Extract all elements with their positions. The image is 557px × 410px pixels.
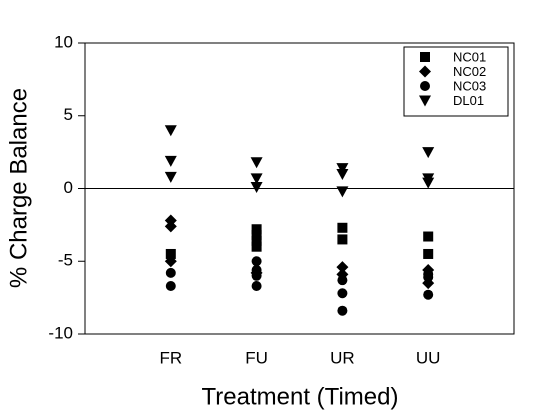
point [251,280,262,291]
legend-label: NC02 [453,64,486,79]
point [336,163,349,175]
point [250,173,263,185]
point [337,234,348,245]
legend-marker [419,65,431,78]
y-tick-label: 5 [64,105,73,124]
point [165,267,176,278]
point [336,261,349,274]
legend-label: DL01 [453,93,484,108]
point [423,289,434,300]
point [164,155,177,167]
point [165,248,176,259]
point [164,220,177,233]
point [336,168,349,180]
point [250,182,263,194]
point [422,147,435,159]
legend-marker [420,52,430,62]
legend-label: NC01 [453,49,486,64]
legend-marker [419,95,431,107]
x-tick-label: FU [245,348,268,367]
legend-marker [420,81,430,91]
point [337,288,348,299]
point [250,157,263,169]
y-tick-label: -10 [48,323,73,342]
legend-box [403,46,509,117]
point [422,177,435,189]
point [251,241,262,252]
x-axis-title: Treatment (Timed) [202,383,399,410]
x-tick-label: UR [330,348,355,367]
y-tick-label: -5 [58,251,73,270]
point [251,256,262,267]
legend-label: NC03 [453,78,486,93]
y-tick-label: 10 [54,32,73,51]
x-tick-label: FR [159,348,182,367]
point [337,275,348,286]
point [337,222,348,233]
point [423,248,434,259]
point [251,270,262,281]
point [164,255,177,268]
point [165,280,176,291]
y-tick-label: 0 [64,178,73,197]
point [251,224,262,235]
point [251,230,262,241]
point [336,186,349,198]
x-tick-label: UU [416,348,441,367]
point [423,272,434,283]
point [164,125,177,137]
point [337,305,348,316]
point [164,171,177,183]
y-axis-title: % Charge Balance [5,88,32,288]
point [251,235,262,246]
point [423,231,434,242]
